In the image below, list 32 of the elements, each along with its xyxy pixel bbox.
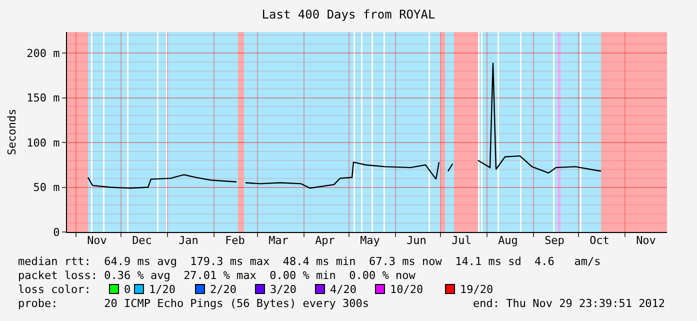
text: 10/20 (390, 283, 424, 296)
x-tick-label: Feb (225, 234, 245, 247)
x-tick-label: Jun (406, 234, 426, 247)
chart-title: Last 400 Days from ROYAL (262, 8, 436, 22)
x-tick-label: Apr (315, 234, 336, 247)
y-tick-label: 150 m (26, 92, 60, 105)
y-tick-label: 50 m (33, 181, 60, 194)
text: 4/20 (330, 283, 356, 296)
x-tick-label: Nov (87, 234, 108, 247)
text: 19/20 (460, 283, 494, 296)
x-tick-label: Mar (268, 234, 289, 247)
y-tick-label: 100 m (26, 136, 60, 150)
x-tick-label: Oct (590, 234, 610, 247)
x-tick-label: Dec (132, 234, 152, 247)
y-tick-label: 200 m (26, 46, 60, 60)
y-axis-title: Seconds (5, 108, 18, 156)
text: 1/20 (149, 283, 176, 296)
text: 0 (124, 283, 131, 296)
text: 3/20 (270, 283, 296, 296)
x-tick-label: May (360, 234, 380, 247)
x-tick-label: Jul (452, 234, 472, 247)
text: loss color: (18, 283, 91, 296)
x-tick-label: Sep (544, 234, 564, 247)
text: packet loss: 0.36 % avg 27.01 % max 0.00 % min 0.00 % now (18, 269, 416, 282)
text: median rtt: 64.9 ms avg 179.3 ms max 48.4 ms min 67.3 ms now 14.1 ms sd 4.6 am/s (18, 255, 601, 268)
text: end: Thu Nov 29 23:39:51 2012 (473, 297, 666, 310)
x-tick-label: Nov (636, 234, 656, 247)
x-tick-label: Jan (178, 234, 198, 247)
x-tick-label: Aug (498, 234, 518, 247)
text: probe: 20 ICMP Echo Pings (56 Bytes) every 300s (18, 297, 369, 310)
y-tick-label: 0 (53, 226, 60, 239)
text: 2/20 (210, 283, 236, 296)
